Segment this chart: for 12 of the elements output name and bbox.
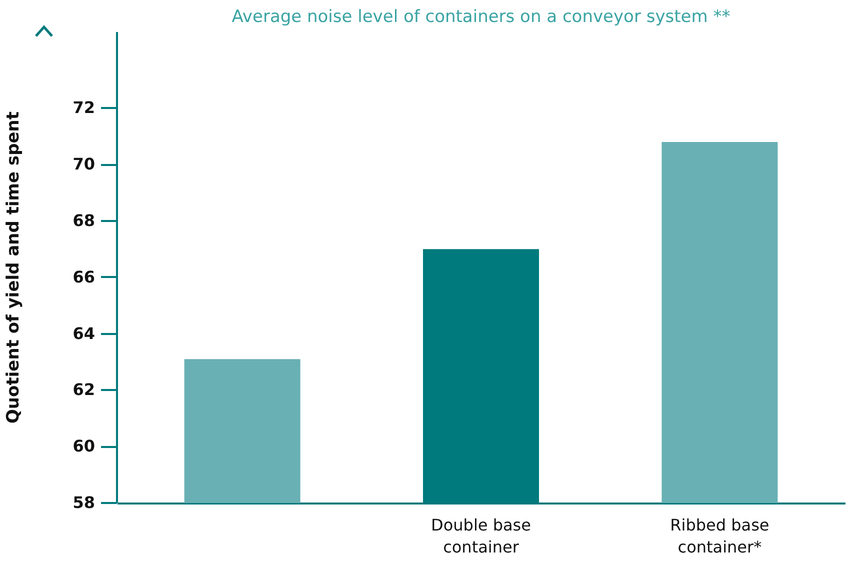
y-tick-label: 62 [72, 380, 95, 400]
y-tick-label: 58 [72, 493, 95, 512]
chart-title: Average noise level of containers on a conveyor system ** [232, 7, 730, 27]
x-tick-label: Ribbed base container* [670, 516, 770, 556]
y-tick-label: 60 [72, 436, 95, 456]
y-tick-label: 68 [72, 210, 95, 230]
x-tick-label: Double base container [431, 516, 531, 556]
y-tick-label: 70 [72, 154, 95, 174]
y-tick-label: 72 [72, 98, 95, 118]
y-axis-title: Quotient of yield and time spent [4, 111, 24, 424]
y-tick-label: 66 [72, 267, 95, 286]
y-tick-label: 64 [72, 324, 95, 343]
